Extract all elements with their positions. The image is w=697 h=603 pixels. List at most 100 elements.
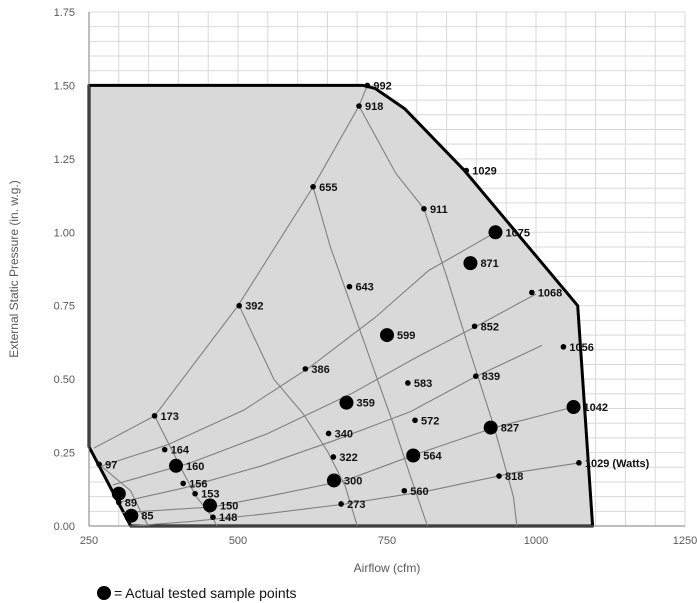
y-tick-label: 1.00 — [54, 227, 75, 239]
watt-label: 1029 (Watts) — [585, 458, 650, 470]
legend-marker-icon — [97, 586, 111, 600]
watt-label: 818 — [505, 471, 523, 483]
x-axis-title: Airflow (cfm) — [354, 561, 421, 575]
data-point — [463, 167, 470, 174]
data-point — [236, 302, 242, 309]
tested-sample-point — [483, 420, 498, 435]
data-point — [96, 461, 102, 468]
data-point — [151, 413, 158, 419]
tested-sample-point — [326, 473, 341, 488]
legend-label: = Actual tested sample points — [114, 585, 297, 601]
x-tick-label: 750 — [378, 535, 396, 547]
watt-label: 839 — [482, 371, 500, 383]
watt-label: 97 — [105, 459, 117, 471]
watt-label: 150 — [220, 500, 238, 512]
watt-label: 340 — [335, 428, 353, 440]
speed-curve — [358, 105, 518, 527]
tested-sample-point — [380, 328, 394, 343]
x-tick-label: 1000 — [524, 535, 548, 547]
watt-label: 1056 — [569, 342, 593, 354]
x-tick-label: 1250 — [673, 535, 697, 547]
data-point — [364, 82, 371, 89]
watt-label: 359 — [356, 398, 374, 410]
speed-curve — [238, 305, 358, 527]
data-point — [356, 103, 362, 109]
y-tick-label: 0.00 — [54, 521, 75, 533]
tested-sample-point — [111, 486, 126, 501]
speed-curve — [312, 186, 429, 527]
watt-label: 918 — [365, 101, 383, 113]
data-point — [346, 283, 353, 290]
data-point — [412, 417, 418, 424]
data-point — [192, 490, 198, 497]
tested-sample-point — [566, 400, 581, 415]
tested-sample-point — [463, 256, 478, 271]
speed-curve — [98, 463, 150, 527]
tested-sample-point — [488, 225, 503, 240]
y-tick-label: 0.25 — [54, 448, 75, 460]
x-tick-label: 250 — [80, 535, 98, 547]
watt-label: 560 — [410, 486, 428, 498]
watt-label: 852 — [481, 321, 499, 333]
data-point — [302, 366, 309, 372]
watt-label: 992 — [373, 80, 391, 92]
watt-label: 160 — [186, 461, 204, 473]
data-point — [471, 323, 478, 330]
watt-label: 911 — [430, 204, 448, 216]
data-point — [496, 473, 502, 479]
watt-label: 85 — [141, 511, 153, 523]
watt-label: 1042 — [584, 402, 608, 414]
data-point — [421, 205, 427, 212]
watt-label: 322 — [339, 452, 357, 464]
watt-label: 1075 — [505, 227, 529, 239]
watt-label: 273 — [347, 499, 365, 511]
data-point — [576, 460, 582, 466]
fan-curve — [130, 462, 579, 527]
watt-label: 156 — [189, 478, 207, 490]
watt-label: 1029 — [472, 166, 496, 178]
data-point — [210, 514, 216, 520]
watt-label: 392 — [245, 301, 263, 313]
legend: = Actual tested sample points — [97, 585, 297, 601]
tested-sample-point — [124, 508, 139, 523]
data-points — [96, 82, 582, 523]
data-point — [529, 289, 535, 296]
watt-labels: 992 918 1029 655 911 1075 871 643 1068 599 392 852 1… — [105, 80, 650, 524]
data-point — [116, 499, 122, 506]
x-tick-label: 500 — [229, 535, 247, 547]
operating-region-fill — [89, 85, 593, 527]
data-point — [161, 446, 168, 453]
data-point — [405, 380, 411, 386]
y-tick-label: 1.75 — [54, 7, 75, 19]
axes: 250 500 750 1000 1250 0.00 0.25 0.50 0.75 1.00 1.2… — [54, 7, 697, 547]
data-point — [180, 480, 186, 487]
watt-label: 564 — [423, 451, 442, 463]
data-point — [325, 430, 332, 437]
watt-label: 599 — [397, 330, 415, 342]
watt-label: 153 — [201, 489, 219, 501]
performance-curves — [93, 85, 579, 527]
watt-label: 173 — [161, 411, 179, 423]
watt-label: 827 — [501, 423, 519, 435]
watt-label: 89 — [125, 498, 137, 510]
tested-sample-point — [339, 395, 354, 410]
data-point — [330, 454, 337, 460]
watt-label: 583 — [414, 378, 432, 390]
watt-label: 572 — [421, 415, 439, 427]
watt-label: 164 — [171, 445, 190, 457]
watt-label: 1068 — [538, 287, 562, 299]
data-point — [310, 183, 316, 190]
data-point — [401, 487, 408, 494]
fan-curve — [101, 231, 496, 467]
fan-curve — [93, 85, 368, 449]
y-tick-label: 1.25 — [54, 154, 75, 166]
y-tick-label: 1.50 — [54, 80, 75, 92]
tested-sample-point — [202, 498, 217, 513]
y-axis-title: External Static Pressure (in. w.g.) — [7, 180, 21, 357]
watt-label: 386 — [311, 364, 329, 376]
watt-label: 871 — [480, 258, 498, 270]
data-point — [473, 373, 479, 380]
watt-label: 643 — [355, 282, 373, 294]
data-point — [560, 344, 567, 350]
